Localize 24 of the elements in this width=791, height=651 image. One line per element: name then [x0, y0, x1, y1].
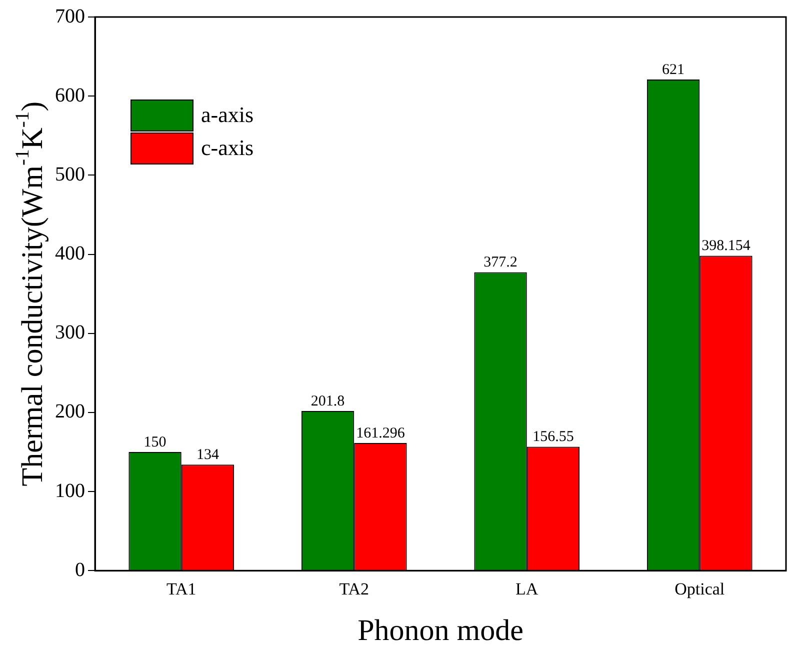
x-tick-label: TA1: [166, 579, 196, 598]
data-label: 134: [196, 447, 220, 464]
y-axis-title: Thermal conductivity(Wm-1K-1): [12, 101, 49, 486]
x-axis-title: Phonon mode: [358, 614, 524, 647]
y-tick-label: 600: [55, 84, 85, 106]
data-label: 161.296: [356, 425, 406, 442]
legend-label: a-axis: [201, 102, 254, 127]
data-label: 621: [662, 62, 685, 78]
data-label: 201.8: [310, 393, 345, 410]
x-tick-label: TA2: [339, 579, 370, 598]
y-tick-label: 300: [55, 322, 85, 344]
y-tick-label: 400: [55, 242, 85, 265]
x-tick-label: Optical: [674, 579, 725, 598]
y-tick-label: 500: [55, 163, 85, 186]
legend-label: c-axis: [201, 134, 254, 160]
y-tick-label: 700: [55, 5, 85, 28]
y-tick-label: 0: [75, 558, 85, 581]
data-label: 150: [144, 434, 166, 450]
data-label: 156.55: [532, 429, 574, 446]
data-label: 377.2: [484, 254, 518, 271]
x-tick-label: LA: [516, 579, 539, 598]
y-tick-label: 100: [55, 480, 85, 502]
data-label: 398.154: [702, 238, 751, 254]
y-tick-label: 200: [55, 400, 85, 423]
